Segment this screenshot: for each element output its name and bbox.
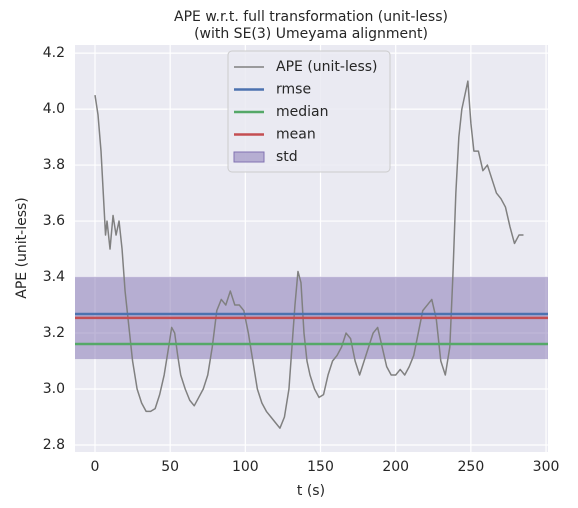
legend-label: APE (unit-less) — [276, 59, 378, 75]
legend-label: std — [276, 149, 298, 165]
legend-swatch — [233, 151, 265, 163]
legend: APE (unit-less) rmse median mean std — [227, 50, 391, 173]
x-tick-label: 0 — [91, 459, 100, 475]
x-tick-label: 150 — [307, 459, 334, 475]
x-tick-label: 300 — [533, 459, 560, 475]
chart-title: APE w.r.t. full transformation (unit-les… — [174, 9, 448, 25]
labels: 0 50 100 150 200 250 300 2.8 3.0 3.2 3.4 3.6 3.8 4.0 4… — [43, 45, 560, 475]
marks — [75, 80, 548, 429]
y-axis-label: APE (unit-less) — [14, 197, 30, 299]
y-tick-label: 3.8 — [43, 157, 65, 173]
y-tick-label: 3.2 — [43, 325, 65, 341]
legend-label: rmse — [276, 82, 311, 98]
y-tick-label: 3.0 — [43, 381, 65, 397]
x-axis-label: t (s) — [297, 483, 325, 499]
x-tick-label: 100 — [232, 459, 259, 475]
legend-box — [227, 50, 391, 173]
legend-label: mean — [276, 127, 316, 143]
y-tick-label: 3.4 — [43, 269, 65, 285]
legend-label: median — [276, 104, 328, 120]
y-tick-label: 4.2 — [43, 45, 65, 61]
y-tick-label: 3.6 — [43, 213, 65, 229]
y-tick-label: 4.0 — [43, 101, 65, 117]
x-tick-label: 250 — [458, 459, 485, 475]
chart-subtitle: (with SE(3) Umeyama alignment) — [194, 26, 428, 42]
x-tick-label: 200 — [382, 459, 409, 475]
x-tick-label: 50 — [161, 459, 179, 475]
y-tick-label: 2.8 — [43, 437, 65, 453]
data-line — [94, 80, 524, 429]
